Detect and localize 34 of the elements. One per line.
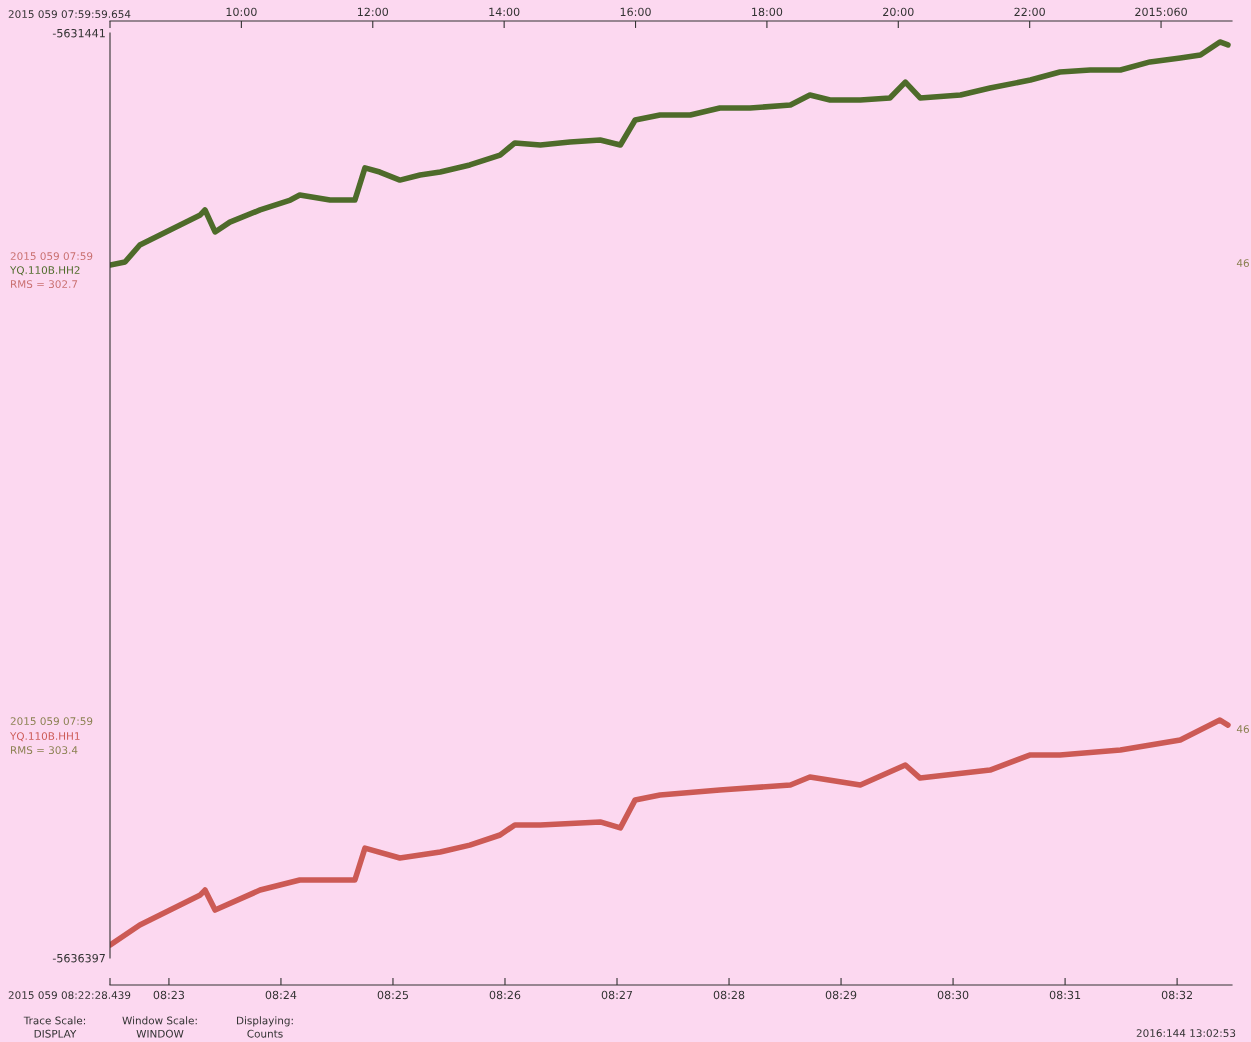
x2-tick-label: 16:00 [620,7,651,17]
text: 2015 059 07:59:59.654 [8,10,131,19]
text: 2015 059 08:22:28.439 [8,991,131,1000]
text: 46 [1236,725,1249,734]
x-tick-label: 08:23 [153,990,185,1000]
x-tick-label: 08:27 [601,990,633,1000]
text: RMS = 303.4 [11,746,78,755]
y-tick-label: -5631441 [52,28,105,38]
text: 46 [1236,259,1249,268]
y-tick-label: -5636397 [52,953,105,963]
x2-tick-label: 12:00 [357,7,389,17]
text: 2015 059 07:59 [10,252,93,261]
text: 2015 059 07:59 [10,717,93,726]
x-tick-label: 08:31 [1049,990,1081,1000]
text: RMS = 302.7 [11,280,78,289]
text: 2016:144 13:02:53 [1136,1029,1236,1038]
text: Trace Scale: DISPLAY [23,1016,86,1038]
text: Window Scale: WINDOW [122,1016,197,1038]
text: YQ.110B.HH2 [9,266,80,276]
x-tick-label: 08:29 [825,990,857,1000]
x-tick-label: 08:28 [713,990,745,1000]
x2-tick-label: 22:00 [1014,7,1045,17]
x-tick-label: 08:32 [1161,990,1193,1000]
text: YQ.110B.HH1 [9,732,80,742]
x2-tick-label: 18:00 [752,7,783,17]
x2-tick-label: 20:00 [883,7,914,17]
text: Displaying: Counts [237,1016,293,1038]
x-tick-label: 08:24 [265,990,297,1000]
x-tick-label: 08:25 [377,990,409,1000]
x2-tick-label: 14:00 [489,7,520,17]
x2-tick-label: 2015:060 [1135,7,1187,17]
x-tick-label: 08:26 [489,990,521,1000]
x-tick-label: 08:30 [937,990,969,1000]
x2-tick-label: 10:00 [226,7,257,17]
